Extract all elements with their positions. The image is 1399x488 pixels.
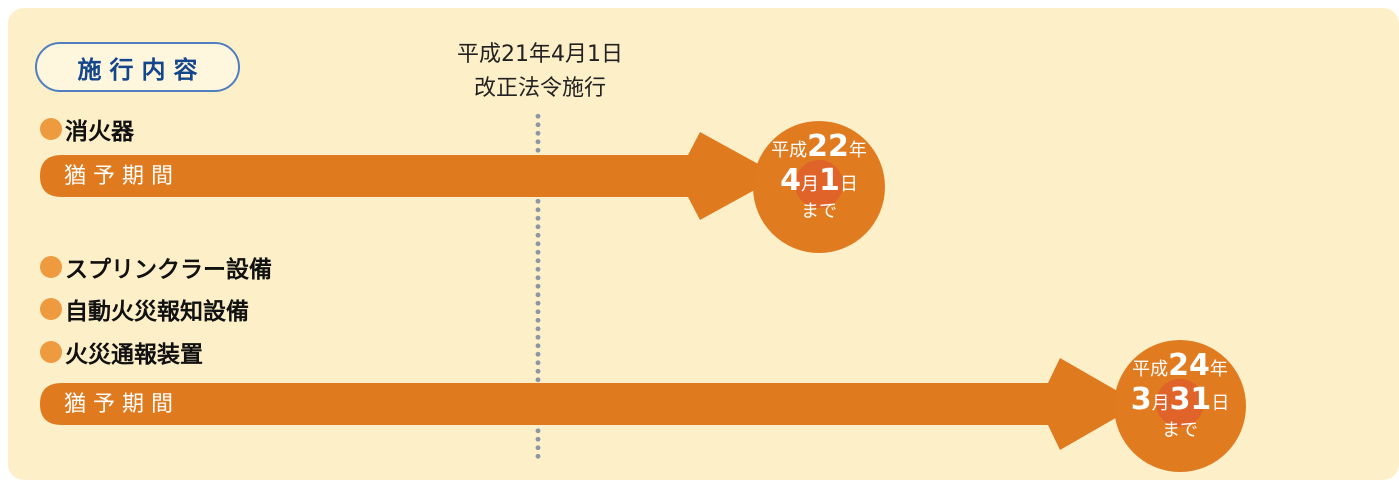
grace-arrow-bottom xyxy=(40,358,1140,450)
section-title-pill: 施行内容 xyxy=(35,42,240,92)
item-fire-extinguisher: 消火器 xyxy=(40,113,134,145)
bullet-icon xyxy=(40,256,62,278)
bullet-icon xyxy=(40,118,62,140)
deadline-circle-top-inner xyxy=(795,160,843,208)
deadline-badge-bottom: 平成24年 3月31日 まで xyxy=(1130,348,1230,442)
deadline-circle-bottom-inner xyxy=(1156,379,1204,427)
bullet-icon xyxy=(40,298,62,320)
grace-label-bottom: 猶予期間 xyxy=(64,392,181,417)
grace-arrow-top xyxy=(40,132,780,220)
item-fire-reporting: 火災通報装置 xyxy=(40,336,203,368)
law-caption: 改正法令施行 xyxy=(473,76,606,101)
item-label: 消火器 xyxy=(65,119,134,145)
section-title: 施行内容 xyxy=(77,55,206,84)
item-fire-alarm: 自動火災報知設備 xyxy=(40,293,249,325)
item-label: スプリンクラー設備 xyxy=(65,257,272,283)
item-label: 自動火災報知設備 xyxy=(65,299,249,325)
law-date: 平成21年4月1日 xyxy=(457,42,623,67)
deadline-badge-top: 平成22年 4月1日 まで xyxy=(771,129,867,223)
enforcement-dotted-line xyxy=(535,112,541,462)
law-enforcement-label: 平成21年4月1日 改正法令施行 xyxy=(400,38,680,106)
bullet-icon xyxy=(40,341,62,363)
grace-label-top: 猶予期間 xyxy=(64,164,181,189)
item-label: 火災通報装置 xyxy=(65,342,203,368)
item-sprinkler: スプリンクラー設備 xyxy=(40,251,272,283)
